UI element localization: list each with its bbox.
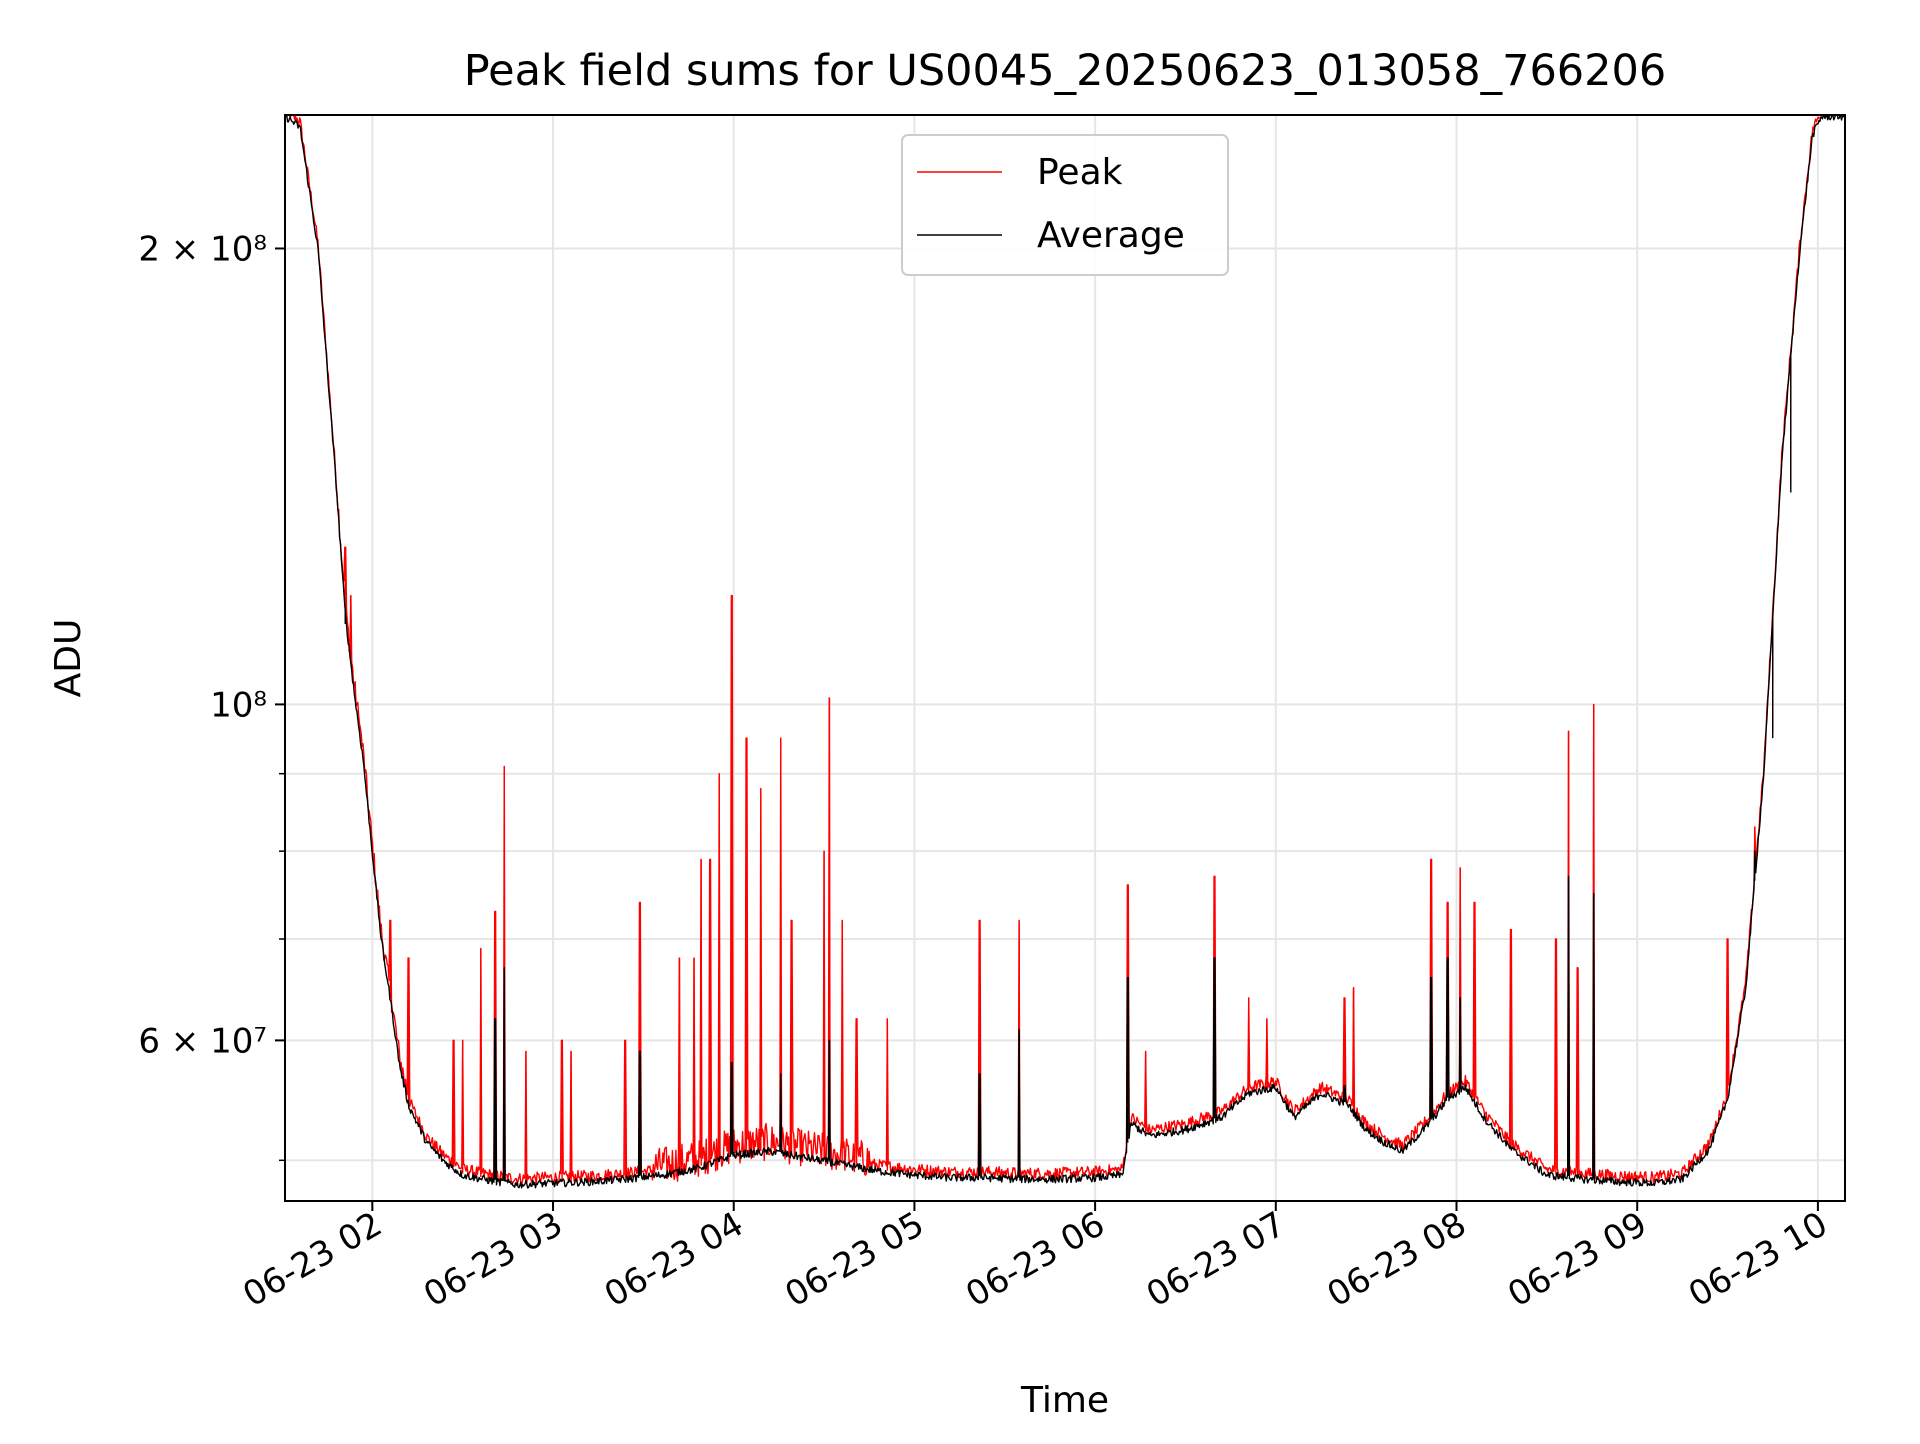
series-layer bbox=[284, 114, 1846, 1189]
legend: Peak Average bbox=[901, 134, 1229, 276]
x-axis-label: Time bbox=[1020, 1380, 1109, 1421]
series-line-average bbox=[284, 114, 1846, 1189]
legend-label-average: Average bbox=[1037, 215, 1185, 256]
y-axis: 6 × 10⁷ 10⁸ 2 × 10⁸ bbox=[138, 229, 285, 1162]
grid-layer bbox=[285, 115, 1845, 1201]
y-tick-label: 2 × 10⁸ bbox=[138, 229, 267, 269]
chart-title: Peak field sums for US0045_20250623_0130… bbox=[464, 46, 1667, 96]
y-tick-label: 6 × 10⁷ bbox=[138, 1021, 267, 1061]
y-axis-label: ADU bbox=[48, 619, 89, 698]
plot-frame bbox=[284, 114, 1846, 1202]
y-tick-label: 10⁸ bbox=[210, 685, 267, 725]
legend-label-peak: Peak bbox=[1037, 152, 1123, 193]
legend-box bbox=[901, 134, 1229, 276]
